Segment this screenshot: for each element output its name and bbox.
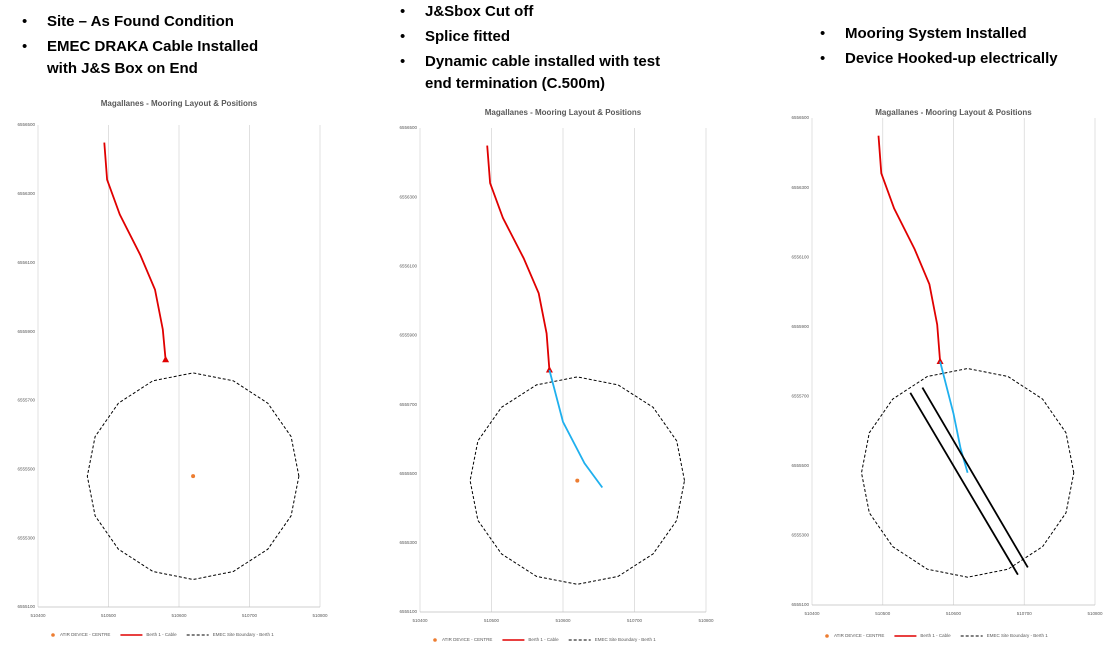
x-tick-label: 510600 <box>171 613 187 618</box>
y-tick-label: 6556100 <box>17 260 35 265</box>
bullet-dot: • <box>820 25 825 42</box>
chart-title: Magallanes - Mooring Layout & Positions <box>101 99 258 108</box>
cable-line <box>103 142 167 360</box>
chart: Magallanes - Mooring Layout & Positions 5… <box>791 108 1103 638</box>
y-tick-label: 6555700 <box>791 393 809 398</box>
x-tick-label: 510700 <box>242 613 258 618</box>
bullet-text: Dynamic cable installed with test end ter… <box>425 53 660 92</box>
bullet-text: J&Sbox Cut off <box>425 3 534 20</box>
chart-title: Magallanes - Mooring Layout & Positions <box>875 108 1032 117</box>
y-tick-label: 6555300 <box>399 540 417 545</box>
y-tick-label: 6555100 <box>791 602 809 607</box>
cable-line <box>486 145 551 371</box>
bullet-text: Site – As Found Condition <box>47 13 234 30</box>
x-tick-label: 510400 <box>30 613 46 618</box>
y-tick-label: 6555900 <box>399 333 417 338</box>
x-tick-label: 510600 <box>946 611 962 616</box>
cable-line <box>921 387 1029 568</box>
bullet-text: Splice fitted <box>425 28 510 45</box>
x-tick-label: 510400 <box>804 611 820 616</box>
cable-end-marker <box>936 357 944 364</box>
y-tick-label: 6555100 <box>399 609 417 614</box>
x-tick-label: 510700 <box>627 618 643 623</box>
legend-label: Berth 1 - Cable <box>920 633 951 638</box>
y-tick-label: 6556500 <box>399 125 417 130</box>
chart: Magallanes - Mooring Layout & Positions 5… <box>17 99 328 637</box>
x-tick-label: 510700 <box>1017 611 1033 616</box>
cable-line <box>877 135 941 362</box>
x-tick-label: 510600 <box>555 618 571 623</box>
y-tick-label: 6556500 <box>17 122 35 127</box>
bullet-dot: • <box>820 50 825 67</box>
legend-label: ATIR DEVICE - CENTRE <box>834 633 884 638</box>
cable-end-marker <box>545 366 553 373</box>
legend-label: Berth 1 - Cable <box>146 632 177 637</box>
x-tick-label: 510500 <box>101 613 117 618</box>
legend-label: ATIR DEVICE - CENTRE <box>442 637 492 642</box>
legend-symbol <box>433 638 437 642</box>
y-tick-label: 6555700 <box>399 402 417 407</box>
y-tick-label: 6555500 <box>17 466 35 471</box>
y-tick-label: 6555100 <box>17 604 35 609</box>
legend-symbol <box>51 633 55 637</box>
legend-label: EMEC Site Boundary - Berth 1 <box>987 633 1049 638</box>
chart: Magallanes - Mooring Layout & Positions 5… <box>399 108 714 642</box>
device-point <box>575 478 580 483</box>
y-tick-label: 6556100 <box>791 254 809 259</box>
bullet-dot: • <box>400 53 405 70</box>
boundary <box>86 372 300 581</box>
y-tick-label: 6556500 <box>791 115 809 120</box>
bullet-dot: • <box>400 28 405 45</box>
legend-label: ATIR DEVICE - CENTRE <box>60 632 110 637</box>
x-tick-label: 510400 <box>412 618 428 623</box>
legend-symbol <box>825 634 829 638</box>
bullet-text: Mooring System Installed <box>845 25 1027 42</box>
x-tick-label: 510500 <box>484 618 500 623</box>
device-point <box>191 474 196 479</box>
y-tick-label: 6556300 <box>399 194 417 199</box>
cable-line <box>909 392 1019 576</box>
cable-line <box>939 361 969 474</box>
bullet-dot: • <box>400 3 405 20</box>
bullet-dot: • <box>22 38 27 55</box>
bullet-dot: • <box>22 13 27 30</box>
y-tick-label: 6555900 <box>791 324 809 329</box>
bullet-text: Device Hooked-up electrically <box>845 50 1058 67</box>
y-tick-label: 6555500 <box>791 463 809 468</box>
y-tick-label: 6555300 <box>791 533 809 538</box>
legend-label: Berth 1 - Cable <box>528 637 559 642</box>
x-tick-label: 510800 <box>1087 611 1103 616</box>
cable-line <box>548 369 604 489</box>
legend-label: EMEC Site Boundary - Berth 1 <box>595 637 657 642</box>
y-tick-label: 6555500 <box>399 471 417 476</box>
boundary <box>860 367 1075 578</box>
x-tick-label: 510800 <box>312 613 328 618</box>
y-tick-label: 6555900 <box>17 329 35 334</box>
y-tick-label: 6555300 <box>17 535 35 540</box>
y-tick-label: 6556300 <box>17 191 35 196</box>
chart-title: Magallanes - Mooring Layout & Positions <box>485 108 642 117</box>
y-tick-label: 6556300 <box>791 185 809 190</box>
y-tick-label: 6555700 <box>17 398 35 403</box>
legend-label: EMEC Site Boundary - Berth 1 <box>213 632 275 637</box>
x-tick-label: 510500 <box>875 611 891 616</box>
bullet-text: EMEC DRAKA Cable Installed with J&S Box o… <box>46 38 258 77</box>
x-tick-label: 510800 <box>698 618 714 623</box>
cable-end-marker <box>162 355 170 363</box>
y-tick-label: 6556100 <box>399 263 417 268</box>
